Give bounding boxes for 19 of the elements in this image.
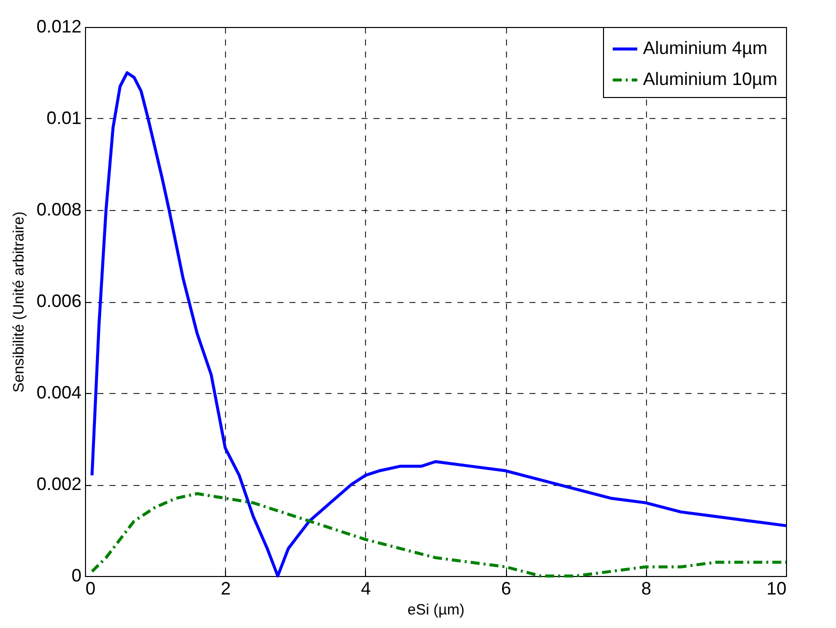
- y-tick-label: 0.008: [36, 200, 82, 220]
- legend-label: Aluminium 4µm: [643, 38, 768, 58]
- y-tick-label: 0.01: [46, 108, 82, 128]
- y-axis-title: Sensibilité (Unité arbitraire): [10, 212, 28, 392]
- x-tick-label: 6: [501, 578, 512, 598]
- legend-label: Aluminium 10µm: [643, 69, 778, 89]
- x-tick-label: 10: [766, 578, 786, 598]
- x-tick-label: 8: [641, 578, 652, 598]
- line-series: [90, 492, 788, 578]
- x-tick-label: 0: [86, 578, 96, 598]
- y-tick-label: 0: [71, 566, 82, 586]
- line-series: [90, 71, 788, 578]
- y-tick-label: 0.004: [36, 382, 82, 402]
- x-tick-label: 2: [220, 578, 231, 598]
- y-tick-label: 0.006: [36, 291, 82, 311]
- x-tick-label: 4: [360, 578, 371, 598]
- y-tick-label: 0.012: [36, 16, 82, 36]
- y-tick-label: 0.002: [36, 474, 82, 494]
- x-axis-title: eSi (µm): [408, 602, 464, 618]
